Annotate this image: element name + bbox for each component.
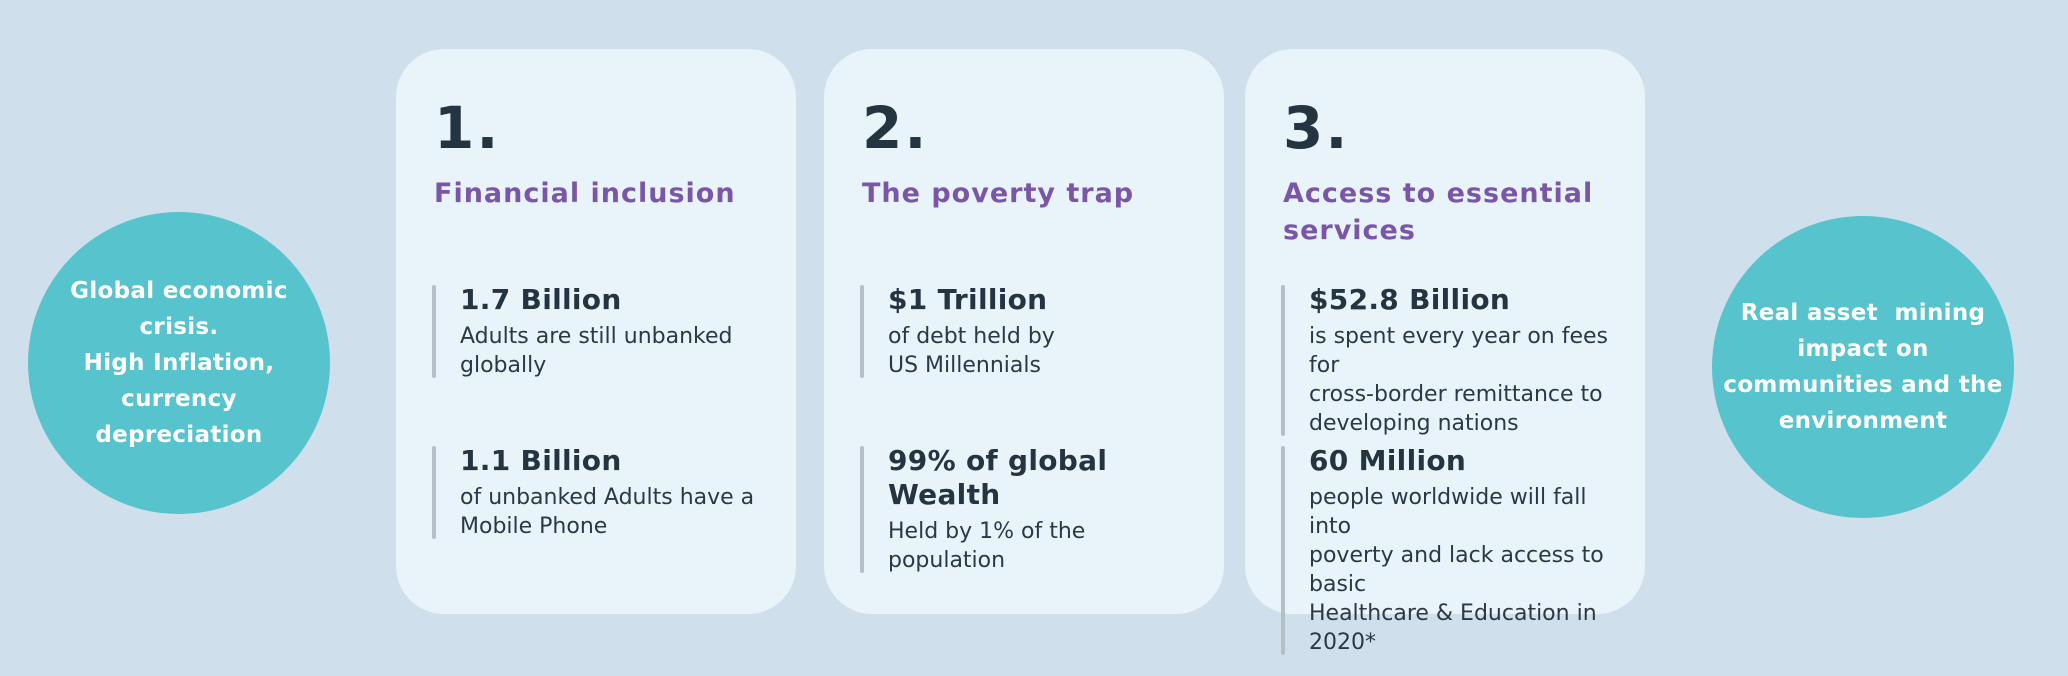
stat-value: 1.7 Billion xyxy=(460,283,622,316)
stat-content: 99% of global Wealth Held by 1% of the p… xyxy=(864,444,1200,575)
stat-value: 60 Million xyxy=(1309,444,1467,477)
stat-block-unbanked-adults: 1.7 Billion Adults are still unbanked gl… xyxy=(432,283,772,380)
stat-block-global-wealth: 99% of global Wealth Held by 1% of the p… xyxy=(860,444,1200,575)
stat-content: 60 Million people worldwide will fall in… xyxy=(1285,444,1621,657)
stat-content: $1 Trillion of debt held by US Millennia… xyxy=(864,283,1055,380)
card-heading-financial-inclusion: Financial inclusion xyxy=(434,178,736,209)
stat-accent-bar xyxy=(1281,446,1285,655)
card-financial-inclusion: 1. Financial inclusion 1.7 Billion Adult… xyxy=(396,49,796,614)
stat-description: people worldwide will fall into poverty … xyxy=(1309,485,1604,655)
stat-description: of debt held by US Millennials xyxy=(888,324,1055,378)
stat-accent-bar xyxy=(1281,285,1285,436)
stat-block-remittance-fees: $52.8 Billion is spent every year on fee… xyxy=(1281,283,1621,438)
stat-value: $52.8 Billion xyxy=(1309,283,1511,316)
stat-accent-bar xyxy=(860,446,864,573)
mining-impact-bubble: Real asset mining impact on communities … xyxy=(1712,216,2014,518)
card-number-2: 2. xyxy=(862,94,929,162)
stat-value: 99% of global Wealth xyxy=(888,444,1108,511)
stat-accent-bar xyxy=(432,285,436,378)
stat-block-poverty-2020: 60 Million people worldwide will fall in… xyxy=(1281,444,1621,657)
stat-block-mobile-phone: 1.1 Billion of unbanked Adults have a Mo… xyxy=(432,444,772,541)
mining-impact-bubble-text: Real asset mining impact on communities … xyxy=(1723,300,2003,434)
card-poverty-trap: 2. The poverty trap $1 Trillion of debt … xyxy=(824,49,1224,614)
stat-description: Adults are still unbanked globally xyxy=(460,324,733,378)
card-heading-access-services: Access to essential services xyxy=(1283,178,1594,246)
stat-block-millennial-debt: $1 Trillion of debt held by US Millennia… xyxy=(860,283,1200,380)
stat-description: is spent every year on fees for cross-bo… xyxy=(1309,324,1608,436)
stat-accent-bar xyxy=(860,285,864,378)
stat-description: Held by 1% of the population xyxy=(888,519,1086,573)
stat-description: of unbanked Adults have a Mobile Phone xyxy=(460,485,755,539)
stat-content: 1.1 Billion of unbanked Adults have a Mo… xyxy=(436,444,754,541)
global-crisis-bubble: Global economic crisis. High Inflation, … xyxy=(28,212,330,514)
stat-value: 1.1 Billion xyxy=(460,444,622,477)
global-crisis-bubble-text: Global economic crisis. High Inflation, … xyxy=(70,278,288,448)
stat-content: 1.7 Billion Adults are still unbanked gl… xyxy=(436,283,733,380)
card-access-essential-services: 3. Access to essential services $52.8 Bi… xyxy=(1245,49,1645,655)
stat-content: $52.8 Billion is spent every year on fee… xyxy=(1285,283,1621,438)
stat-value: $1 Trillion xyxy=(888,283,1048,316)
card-number-1: 1. xyxy=(434,94,501,162)
card-number-3: 3. xyxy=(1283,94,1350,162)
stat-accent-bar xyxy=(432,446,436,539)
card-heading-poverty-trap: The poverty trap xyxy=(862,178,1135,209)
